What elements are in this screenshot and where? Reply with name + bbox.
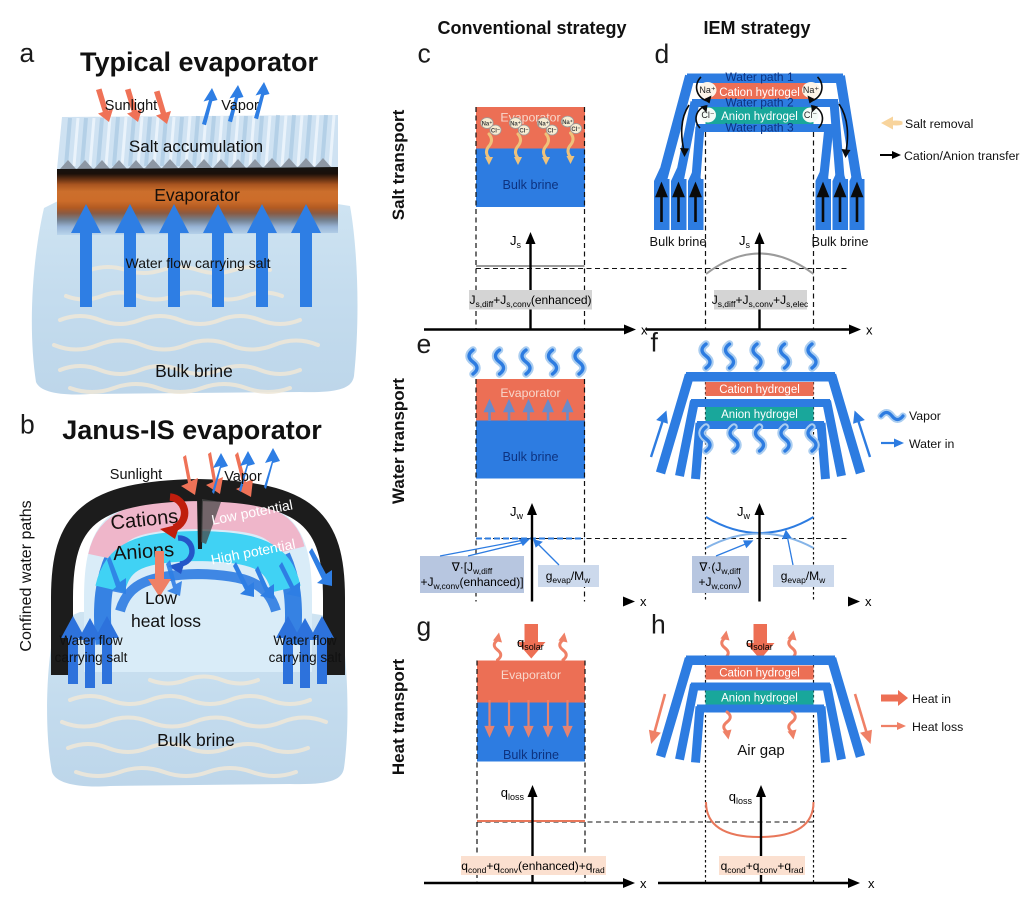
svg-text:Na⁺: Na⁺ <box>482 121 493 128</box>
svg-text:a: a <box>20 38 35 68</box>
svg-text:Conventional strategy: Conventional strategy <box>437 18 626 38</box>
svg-text:Cl⁻: Cl⁻ <box>701 110 714 120</box>
svg-text:x: x <box>640 876 647 891</box>
svg-text:Cation/Anion transfer: Cation/Anion transfer <box>904 149 1020 163</box>
svg-text:Cl⁻: Cl⁻ <box>571 127 580 133</box>
svg-text:Bulk brine: Bulk brine <box>812 234 869 249</box>
svg-text:Js: Js <box>510 233 522 250</box>
svg-text:carrying salt: carrying salt <box>269 650 342 665</box>
svg-text:Cation hydrogel: Cation hydrogel <box>719 384 800 396</box>
svg-text:Bulk brine: Bulk brine <box>155 361 233 381</box>
svg-text:Janus-IS evaporator: Janus-IS evaporator <box>62 415 322 445</box>
svg-text:Water path 1: Water path 1 <box>725 70 794 84</box>
svg-text:Cl⁻: Cl⁻ <box>491 129 500 135</box>
svg-text:Anions: Anions <box>112 539 175 565</box>
svg-text:Js,diff+Js,conv(enhanced): Js,diff+Js,conv(enhanced) <box>469 293 591 309</box>
svg-text:Water path 2: Water path 2 <box>725 96 794 110</box>
svg-text:e: e <box>417 329 432 359</box>
svg-text:Jw: Jw <box>510 504 524 521</box>
svg-text:Jw: Jw <box>737 504 751 521</box>
svg-text:Bulk brine: Bulk brine <box>650 234 707 249</box>
svg-text:g: g <box>417 612 432 642</box>
svg-text:Bulk brine: Bulk brine <box>157 730 235 750</box>
svg-text:x: x <box>865 594 872 609</box>
svg-text:Air gap: Air gap <box>737 742 785 759</box>
svg-text:Vapor: Vapor <box>224 469 262 485</box>
svg-text:Anion hydrogel: Anion hydrogel <box>721 409 798 421</box>
svg-text:Cl⁻: Cl⁻ <box>519 129 528 135</box>
svg-text:IEM strategy: IEM strategy <box>703 18 810 38</box>
svg-text:Js: Js <box>739 233 751 250</box>
svg-text:Evaporator: Evaporator <box>501 668 561 682</box>
svg-text:Salt removal: Salt removal <box>905 117 973 131</box>
svg-text:Water transport: Water transport <box>389 378 408 504</box>
svg-text:Salt accumulation: Salt accumulation <box>129 137 263 156</box>
svg-text:qloss: qloss <box>729 789 753 806</box>
svg-text:Evaporator: Evaporator <box>500 386 560 400</box>
svg-text:Heat transport: Heat transport <box>389 659 408 776</box>
svg-text:Na⁺: Na⁺ <box>803 85 820 95</box>
svg-text:Cl⁻: Cl⁻ <box>804 110 817 120</box>
svg-text:x: x <box>868 876 875 891</box>
svg-text:qloss: qloss <box>501 785 525 802</box>
svg-text:heat loss: heat loss <box>131 611 201 631</box>
svg-text:Js,diff+Js,conv+Js,elec: Js,diff+Js,conv+Js,elec <box>712 293 809 309</box>
svg-text:c: c <box>418 39 431 69</box>
svg-text:Na⁺: Na⁺ <box>562 119 573 126</box>
svg-text:Na⁺: Na⁺ <box>510 121 521 128</box>
svg-text:x: x <box>640 594 647 609</box>
svg-text:Bulk brine: Bulk brine <box>502 450 558 464</box>
svg-text:Water path 3: Water path 3 <box>725 121 794 135</box>
svg-text:Anion hydrogel: Anion hydrogel <box>721 111 798 123</box>
svg-text:Cation hydrogel: Cation hydrogel <box>719 87 800 99</box>
svg-text:Sunlight: Sunlight <box>105 98 157 114</box>
svg-text:b: b <box>20 410 35 440</box>
svg-text:Sunlight: Sunlight <box>110 467 162 483</box>
svg-text:Cl⁻: Cl⁻ <box>547 129 556 135</box>
svg-text:Heat in: Heat in <box>912 692 951 706</box>
svg-text:x: x <box>641 323 648 338</box>
svg-text:h: h <box>651 610 666 640</box>
svg-text:Water flow: Water flow <box>59 633 123 648</box>
svg-text:d: d <box>655 39 670 69</box>
svg-text:qcond+qconv(enhanced)+qrad: qcond+qconv(enhanced)+qrad <box>461 859 605 875</box>
svg-text:Low: Low <box>145 588 177 608</box>
svg-text:x: x <box>866 323 873 338</box>
svg-text:Na⁺: Na⁺ <box>538 121 549 128</box>
svg-text:Vapor: Vapor <box>909 409 941 423</box>
svg-text:carrying salt: carrying salt <box>55 650 128 665</box>
svg-text:Typical evaporator: Typical evaporator <box>80 47 319 77</box>
svg-text:Bulk brine: Bulk brine <box>503 748 559 762</box>
svg-text:Vapor: Vapor <box>221 98 259 114</box>
svg-text:Water in: Water in <box>909 437 954 451</box>
svg-text:Salt transport: Salt transport <box>389 109 408 220</box>
svg-text:Water flow carrying salt: Water flow carrying salt <box>126 255 271 271</box>
svg-text:Heat loss: Heat loss <box>912 720 963 734</box>
svg-text:f: f <box>651 328 659 358</box>
svg-text:Water flow: Water flow <box>273 633 337 648</box>
svg-text:Confined water paths: Confined water paths <box>18 500 35 651</box>
svg-text:Bulk brine: Bulk brine <box>502 178 558 192</box>
svg-text:Na⁺: Na⁺ <box>699 85 716 95</box>
svg-text:Evaporator: Evaporator <box>154 185 240 205</box>
